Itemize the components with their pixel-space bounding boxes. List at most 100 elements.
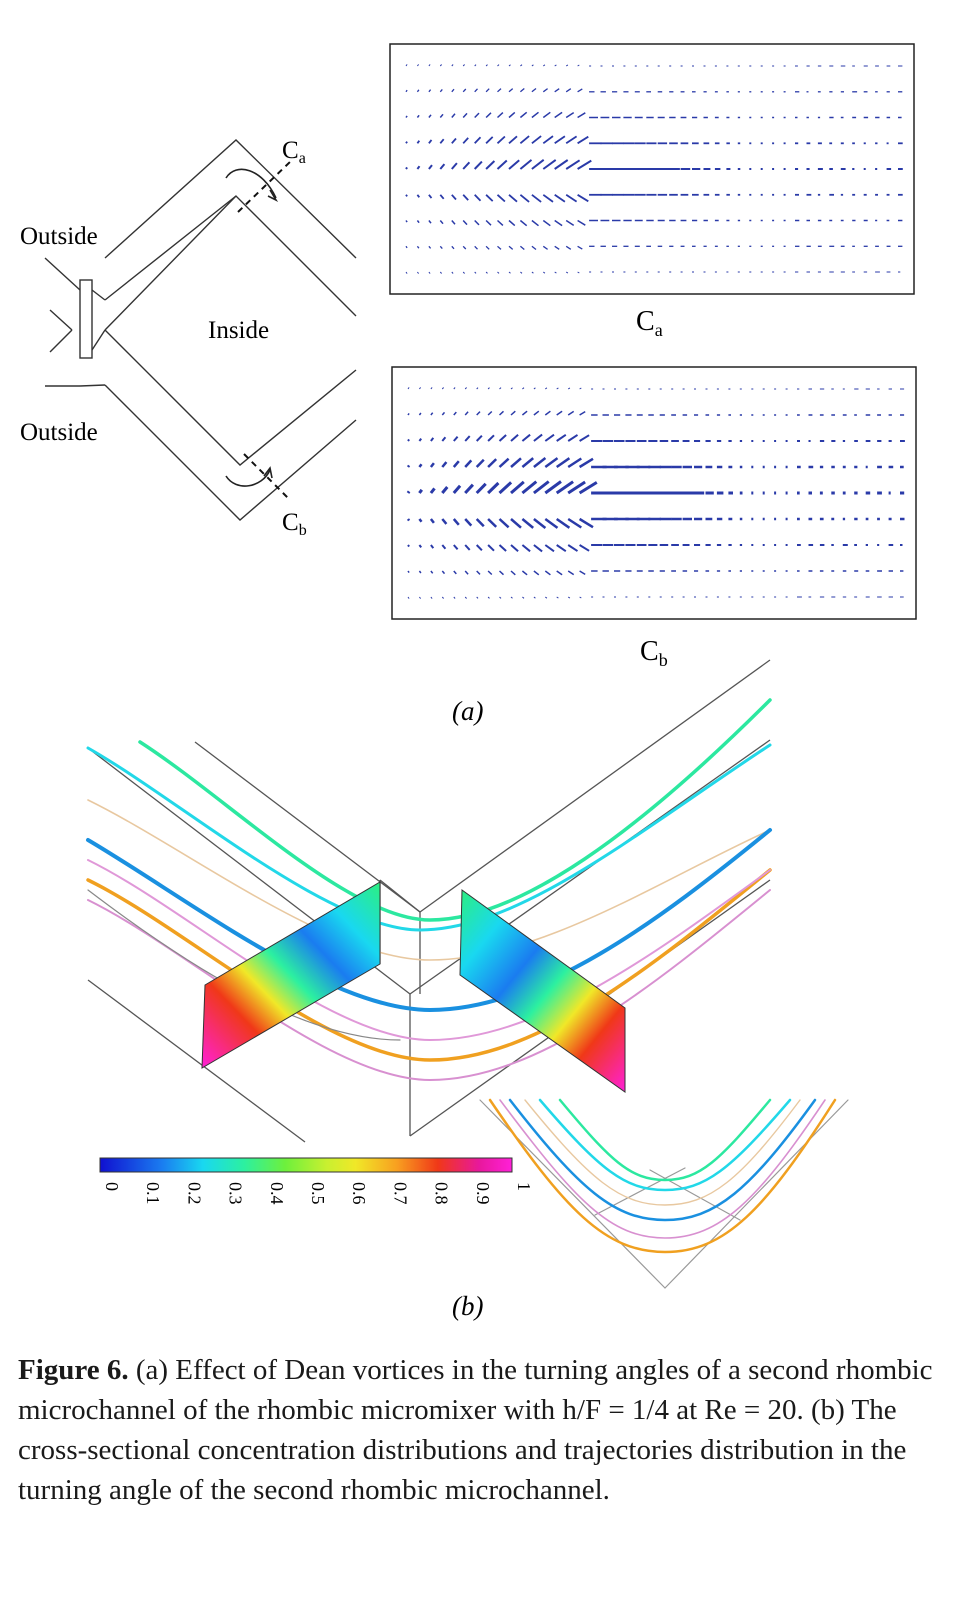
velocity-vector xyxy=(475,272,476,273)
velocity-vector xyxy=(442,545,445,549)
velocity-vector xyxy=(555,221,562,226)
velocity-vector xyxy=(520,112,526,117)
figure-caption: Figure 6. (a) Effect of Dean vortices in… xyxy=(18,1350,938,1510)
velocity-vector xyxy=(488,571,492,575)
velocity-vector xyxy=(557,597,559,598)
velocity-vector xyxy=(498,137,505,144)
velocity-vector xyxy=(440,139,443,143)
velocity-vector xyxy=(477,412,480,415)
velocity-vector xyxy=(463,272,464,274)
velocity-vector xyxy=(463,162,469,169)
trajectory-streamlines xyxy=(88,700,770,1080)
velocity-vector xyxy=(498,195,505,202)
velocity-vector xyxy=(465,436,470,441)
velocity-vector xyxy=(511,482,524,493)
velocity-vector xyxy=(580,388,582,389)
velocity-vector xyxy=(406,246,407,248)
panel-b: 0 0.1 0.2 0.3 0.4 0.5 0.6 0.7 0.8 0.9 1 (b) xyxy=(88,660,848,1321)
velocity-vector xyxy=(566,136,576,143)
vector-field-ca xyxy=(406,64,903,273)
velocity-vector xyxy=(417,141,419,144)
velocity-vector xyxy=(500,435,507,441)
velocity-vector xyxy=(532,246,536,249)
velocity-vector xyxy=(545,545,554,551)
velocity-vector xyxy=(419,571,421,573)
velocity-vector xyxy=(534,545,542,551)
velocity-vector xyxy=(498,246,502,249)
velocity-vector xyxy=(431,545,433,548)
velocity-vector xyxy=(419,387,420,389)
velocity-vector xyxy=(417,166,419,169)
velocity-vector xyxy=(557,458,570,467)
velocity-vector xyxy=(566,113,574,118)
colorbar-tick-label: 0.1 xyxy=(143,1182,163,1205)
velocity-vector xyxy=(534,519,546,528)
velocity-vector xyxy=(580,545,590,551)
velocity-vector xyxy=(566,89,571,92)
velocity-vector xyxy=(511,458,521,467)
velocity-vector xyxy=(477,545,482,550)
velocity-vector xyxy=(454,486,460,493)
velocity-vector xyxy=(475,89,478,92)
velocity-vector xyxy=(429,221,431,224)
velocity-vector xyxy=(568,545,577,551)
velocity-vector xyxy=(568,411,574,415)
velocity-vector xyxy=(580,571,586,574)
velocity-vector xyxy=(522,388,524,389)
vector-field-cb-label: Cb xyxy=(640,636,668,670)
velocity-vector xyxy=(555,112,562,117)
velocity-vector xyxy=(568,597,570,598)
velocity-vector xyxy=(417,272,418,274)
velocity-vector xyxy=(511,435,518,441)
velocity-vector xyxy=(578,65,580,66)
velocity-vector xyxy=(417,90,419,92)
velocity-vector xyxy=(511,519,521,528)
velocity-vector xyxy=(543,221,550,226)
velocity-vector xyxy=(406,64,407,66)
velocity-vector xyxy=(475,195,481,201)
velocity-vector xyxy=(431,387,432,389)
inset-top-view xyxy=(480,1100,848,1288)
colorbar-tick-label: 0.7 xyxy=(390,1182,410,1205)
label-outside-bottom: Outside xyxy=(20,419,98,446)
velocity-vector xyxy=(555,136,565,143)
velocity-vector xyxy=(408,439,409,441)
velocity-vector xyxy=(488,435,494,441)
velocity-vector xyxy=(580,459,593,467)
velocity-vector xyxy=(578,195,589,202)
velocity-vector xyxy=(545,411,550,415)
velocity-vector xyxy=(532,112,539,117)
velocity-vector xyxy=(477,571,480,574)
velocity-vector xyxy=(500,597,502,598)
velocity-vector xyxy=(500,459,509,467)
velocity-vector xyxy=(534,388,536,389)
velocity-vector xyxy=(463,113,467,117)
velocity-vector xyxy=(511,388,513,389)
velocity-vector xyxy=(486,65,487,66)
velocity-vector xyxy=(488,545,494,551)
velocity-vector xyxy=(509,246,513,249)
velocity-vector xyxy=(522,597,524,598)
velocity-vector xyxy=(522,519,533,528)
velocity-vector xyxy=(486,195,493,201)
panel-a-sublabel: (a) xyxy=(452,696,483,726)
velocity-vector xyxy=(406,195,407,197)
colorbar-tick-label: 0.3 xyxy=(226,1182,246,1205)
velocity-vector xyxy=(568,571,574,575)
velocity-vector xyxy=(543,272,545,273)
velocity-vector xyxy=(454,388,455,390)
velocity-vector xyxy=(477,388,478,389)
velocity-vector xyxy=(465,571,468,574)
vector-field-ca-label: Ca xyxy=(636,306,663,340)
velocity-vector xyxy=(580,412,586,415)
velocity-vector xyxy=(488,412,492,416)
velocity-vector xyxy=(543,136,553,143)
velocity-vector xyxy=(578,137,589,144)
velocity-vector xyxy=(509,221,515,226)
velocity-vector xyxy=(532,65,534,66)
velocity-vector xyxy=(534,411,539,415)
velocity-vector xyxy=(452,163,457,169)
velocity-vector xyxy=(465,460,471,467)
velocity-vector xyxy=(442,597,443,599)
velocity-vector xyxy=(431,519,434,523)
